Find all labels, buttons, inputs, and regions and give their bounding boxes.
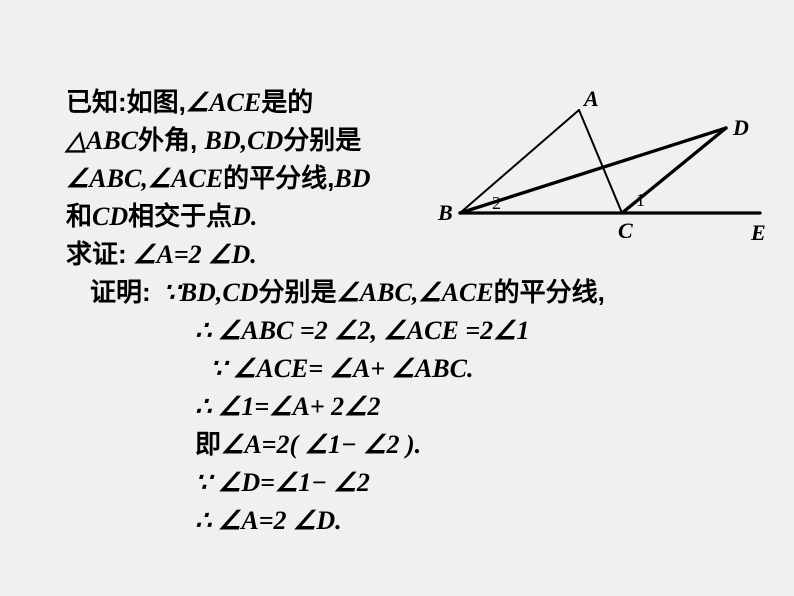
proof-line-4: ∴ ∠1=∠A+ 2∠2 <box>195 388 380 426</box>
txt: ∠A=2 ∠D. <box>127 240 257 269</box>
txt: 分别是 <box>258 277 336 307</box>
svg-text:2: 2 <box>492 193 501 213</box>
problem-line-1: 已知:如图,∠ACE是的 <box>66 84 313 122</box>
svg-text:E: E <box>750 220 766 245</box>
txt: BD <box>334 164 370 193</box>
problem-line-2: △ABC外角, BD,CD分别是 <box>66 122 361 160</box>
txt: D. <box>232 202 257 231</box>
svg-text:D: D <box>732 115 749 140</box>
txt: BD,CD <box>180 278 259 307</box>
proof-line-1: 证明: ∵BD,CD分别是∠ABC,∠ACE的平分线, <box>90 274 605 312</box>
geometry-diagram: A B C D E 1 2 <box>430 88 790 258</box>
txt: 是的 <box>261 87 313 117</box>
txt: ∠ABC,∠ACE <box>66 164 223 193</box>
proof-line-6: ∵ ∠D=∠1− ∠2 <box>195 464 370 502</box>
problem-line-4: 和CD相交于点D. <box>66 198 257 236</box>
txt: 即 <box>195 429 221 459</box>
svg-text:B: B <box>437 200 453 225</box>
txt: 和 <box>66 201 92 231</box>
txt: 分别是 <box>283 125 361 155</box>
txt: ∠A=2( ∠1− ∠2 ). <box>221 430 421 459</box>
slide: 已知:如图,∠ACE是的 △ABC外角, BD,CD分别是 ∠ABC,∠ACE的… <box>0 0 794 596</box>
svg-text:1: 1 <box>636 190 645 210</box>
problem-line-3: ∠ABC,∠ACE的平分线,BD <box>66 160 371 198</box>
txt: 已知:如图, <box>66 87 186 117</box>
problem-line-5: 求证: ∠A=2 ∠D. <box>66 236 257 274</box>
txt: 求证: <box>66 239 127 269</box>
proof-line-2: ∴ ∠ABC =2 ∠2, ∠ACE =2∠1 <box>195 312 529 350</box>
txt: △ABC <box>66 126 138 155</box>
txt: 的平分线, <box>223 163 334 193</box>
txt: BD,CD <box>204 126 283 155</box>
txt: ∠ACE <box>186 88 261 117</box>
txt: 外角, <box>138 125 204 155</box>
svg-text:C: C <box>618 218 633 243</box>
txt: ∵ <box>163 278 180 307</box>
txt: ∠ABC,∠ACE <box>336 278 493 307</box>
proof-line-7: ∴ ∠A=2 ∠D. <box>195 502 342 540</box>
txt: 相交于点 <box>128 201 232 231</box>
proof-line-3: ∵ ∠ACE= ∠A+ ∠ABC. <box>210 350 474 388</box>
proof-line-5: 即∠A=2( ∠1− ∠2 ). <box>195 426 421 464</box>
svg-text:A: A <box>582 88 599 111</box>
txt: CD <box>92 202 128 231</box>
txt: 证明: <box>90 277 151 307</box>
txt: 的平分线, <box>494 277 605 307</box>
